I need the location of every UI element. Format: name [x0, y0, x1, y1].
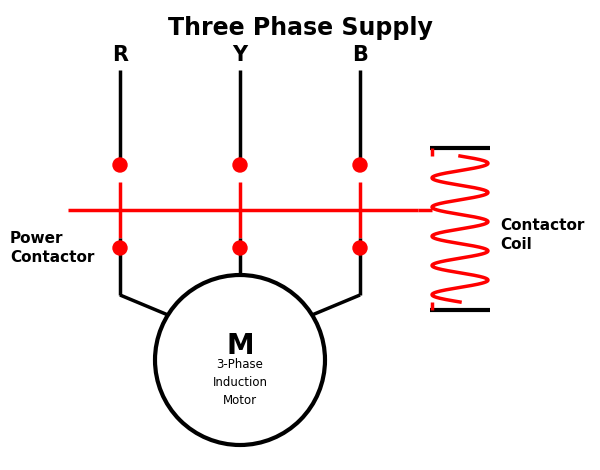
Circle shape	[155, 275, 325, 445]
Circle shape	[113, 158, 127, 172]
Circle shape	[113, 241, 127, 255]
Text: Three Phase Supply: Three Phase Supply	[167, 16, 433, 40]
Text: R: R	[112, 45, 128, 65]
Text: Power
Contactor: Power Contactor	[10, 231, 94, 266]
Text: 3-Phase
Induction
Motor: 3-Phase Induction Motor	[212, 358, 268, 407]
Text: Y: Y	[232, 45, 248, 65]
Text: B: B	[352, 45, 368, 65]
Circle shape	[353, 241, 367, 255]
Circle shape	[353, 158, 367, 172]
Circle shape	[233, 241, 247, 255]
Text: Contactor
Coil: Contactor Coil	[500, 218, 584, 252]
Circle shape	[233, 158, 247, 172]
Text: M: M	[226, 332, 254, 360]
